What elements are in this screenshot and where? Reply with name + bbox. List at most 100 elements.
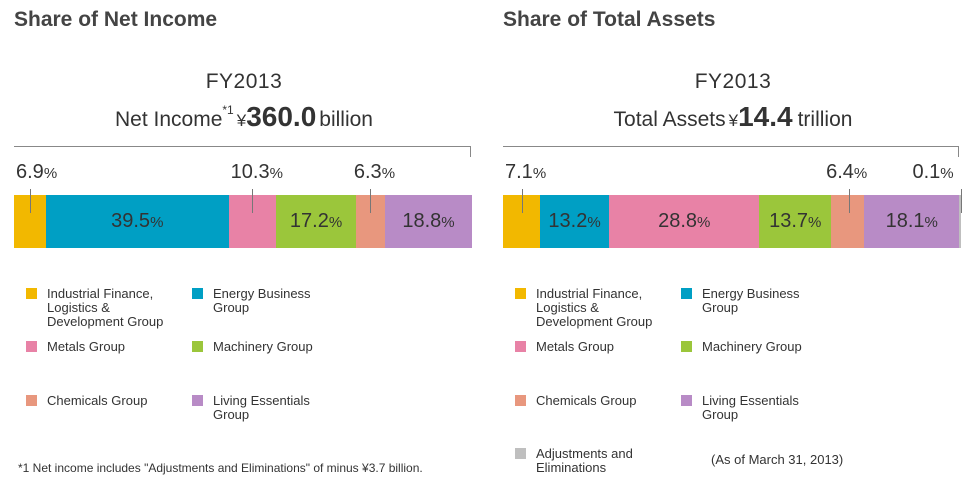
value-unit: % xyxy=(381,165,396,182)
leader-line-chemicals xyxy=(370,189,372,213)
total-assets-heading: Share of Total Assets xyxy=(503,8,716,31)
data-label-machinery: 17.2% xyxy=(276,195,356,248)
legend-swatch xyxy=(515,395,526,406)
value-unit: % xyxy=(532,165,547,182)
legend-swatch xyxy=(26,288,37,299)
legend-label: Metals Group xyxy=(47,339,126,354)
legend-swatch xyxy=(515,288,526,299)
legend-item-metals: Metals Group xyxy=(26,340,173,354)
legend-label: Chemicals Group xyxy=(47,393,148,408)
bar-segment-energy: 13.2% xyxy=(540,195,610,248)
legend-swatch xyxy=(681,288,692,299)
legend-item-industrial: Industrial Finance, Logistics & Developm… xyxy=(26,287,173,329)
legend-item-metals: Metals Group xyxy=(515,340,662,354)
legend-label: Machinery Group xyxy=(702,339,802,354)
net-income-fy: FY2013 xyxy=(205,70,283,93)
legend-item-chemicals: Chemicals Group xyxy=(26,394,173,408)
total-assets-total-label: Total Assets xyxy=(613,108,726,131)
legend-swatch xyxy=(681,341,692,352)
total-assets-total-value: 14.4 xyxy=(738,101,793,132)
legend-swatch xyxy=(192,395,203,406)
net-income-heading: Share of Net Income xyxy=(14,8,218,31)
legend-label: Metals Group xyxy=(536,339,615,354)
bar-segment-living: 18.8% xyxy=(384,195,472,248)
bar-segment-adjustments xyxy=(959,195,961,248)
value-number: 18.8 xyxy=(402,210,442,232)
legend-item-energy: Energy Business Group xyxy=(681,287,823,315)
data-label-energy: 39.5% xyxy=(46,195,229,248)
value-number: 10.3 xyxy=(230,161,270,183)
legend-item-chemicals: Chemicals Group xyxy=(515,394,662,408)
legend-swatch xyxy=(26,341,37,352)
legend-swatch xyxy=(515,341,526,352)
footnote-mark: *1 xyxy=(222,103,234,117)
total-assets-separator xyxy=(503,146,959,157)
total-assets-total-unit: trillion xyxy=(797,108,853,131)
value-number: 17.2 xyxy=(289,210,329,232)
data-label-living: 18.1% xyxy=(864,195,959,248)
data-label-industrial: 6.9% xyxy=(16,161,57,184)
value-number: 18.1 xyxy=(885,210,925,232)
value-number: 7.1 xyxy=(505,161,533,183)
bar-segment-metals: 28.8% xyxy=(609,195,760,248)
net-income-currency: ¥ xyxy=(236,111,247,130)
leader-line-industrial xyxy=(521,189,523,213)
total-assets-total: Total Assets ¥14.4 trillion xyxy=(503,101,963,133)
legend-item-living: Living Essentials Group xyxy=(192,394,334,422)
value-unit: % xyxy=(924,214,938,231)
value-number: 6.9 xyxy=(16,161,44,183)
legend-item-industrial: Industrial Finance, Logistics & Developm… xyxy=(515,287,662,329)
legend-item-living: Living Essentials Group xyxy=(681,394,823,422)
data-label-metals: 28.8% xyxy=(609,195,759,248)
stacked-bar: 13.2% 28.8% 13.7% 18.1% xyxy=(503,195,961,248)
value-unit: % xyxy=(587,214,601,231)
value-number: 6.4 xyxy=(826,161,854,183)
legend-item-adjustments: Adjustments and Eliminations xyxy=(515,447,662,475)
data-label-living: 18.8% xyxy=(385,195,472,248)
legend-label: Industrial Finance, Logistics & Developm… xyxy=(47,286,164,329)
value-unit: % xyxy=(808,214,822,231)
data-label-machinery: 13.7% xyxy=(759,195,831,248)
value-number: 6.3 xyxy=(353,161,382,183)
value-unit: % xyxy=(853,165,868,182)
value-number: 13.7 xyxy=(769,210,809,232)
value-unit: % xyxy=(150,214,164,231)
legend-swatch xyxy=(681,395,692,406)
bar-segment-industrial xyxy=(503,195,541,248)
stacked-bar: 39.5% 17.2% 18.8% xyxy=(14,195,472,248)
bar-segment-energy: 39.5% xyxy=(45,195,229,248)
legend-item-machinery: Machinery Group xyxy=(681,340,823,354)
leader-line-metals xyxy=(252,189,254,213)
legend-item-energy: Energy Business Group xyxy=(192,287,334,315)
value-number: 0.1 xyxy=(912,161,941,183)
bar-segment-chemicals xyxy=(355,195,385,248)
value-unit: % xyxy=(269,165,283,182)
bar-segment-machinery: 13.7% xyxy=(759,195,832,248)
leader-line-adjustments xyxy=(961,189,963,213)
value-unit: % xyxy=(940,165,954,182)
legend-label: Energy Business Group xyxy=(702,286,800,315)
value-number: 13.2 xyxy=(548,210,588,232)
total-assets-currency: ¥ xyxy=(728,111,739,130)
value-unit: % xyxy=(43,165,58,182)
data-label-chemicals: 6.4% xyxy=(826,161,867,184)
data-label-adjustments: 0.1% xyxy=(912,161,953,184)
net-income-total-label: Net Income xyxy=(115,108,223,131)
data-label-chemicals: 6.3% xyxy=(354,161,395,184)
as-of-date: (As of March 31, 2013) xyxy=(711,452,844,467)
legend-item-machinery: Machinery Group xyxy=(192,340,334,354)
legend-swatch xyxy=(26,395,37,406)
legend-swatch xyxy=(515,448,526,459)
data-label-industrial: 7.1% xyxy=(505,161,546,184)
value-number: 39.5 xyxy=(111,210,151,232)
value-unit: % xyxy=(441,214,455,231)
bar-segment-chemicals xyxy=(831,195,865,248)
legend-label: Machinery Group xyxy=(213,339,313,354)
net-income-separator xyxy=(14,146,471,157)
value-unit: % xyxy=(328,214,343,231)
bar-segment-machinery: 17.2% xyxy=(276,195,356,248)
legend-swatch xyxy=(192,341,203,352)
total-assets-fy: FY2013 xyxy=(694,70,772,93)
legend-label: Industrial Finance, Logistics & Developm… xyxy=(536,286,653,329)
legend-label: Adjustments and Eliminations xyxy=(536,446,633,475)
